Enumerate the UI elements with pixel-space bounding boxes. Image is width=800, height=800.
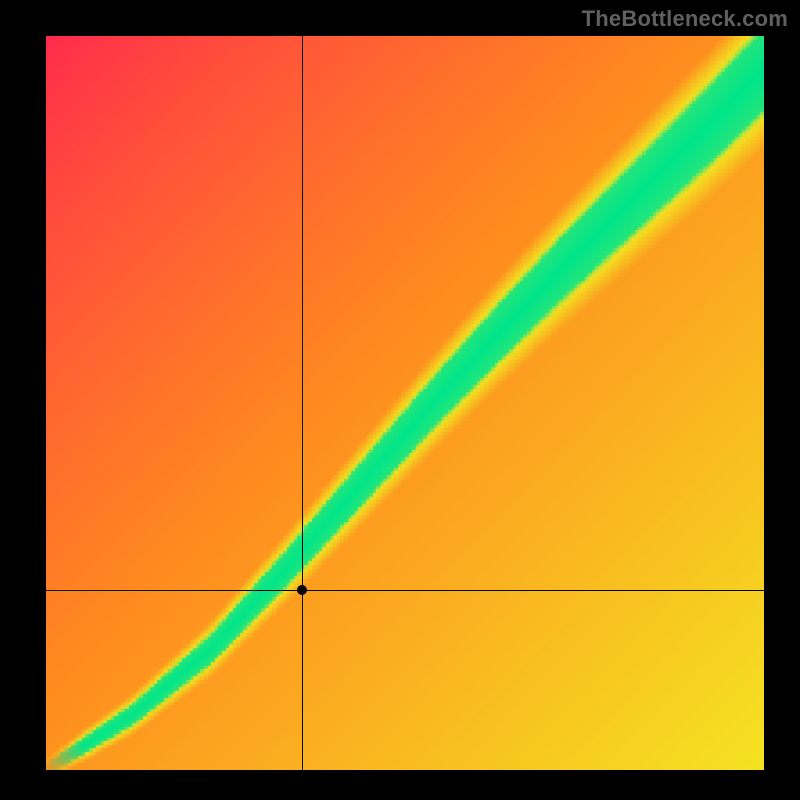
crosshair-vertical [302, 36, 303, 770]
crosshair-point [297, 585, 307, 595]
heatmap-canvas [46, 36, 764, 770]
watermark-text: TheBottleneck.com [582, 6, 788, 32]
crosshair-horizontal [46, 590, 764, 591]
chart-container: TheBottleneck.com [0, 0, 800, 800]
plot-frame [46, 36, 764, 770]
